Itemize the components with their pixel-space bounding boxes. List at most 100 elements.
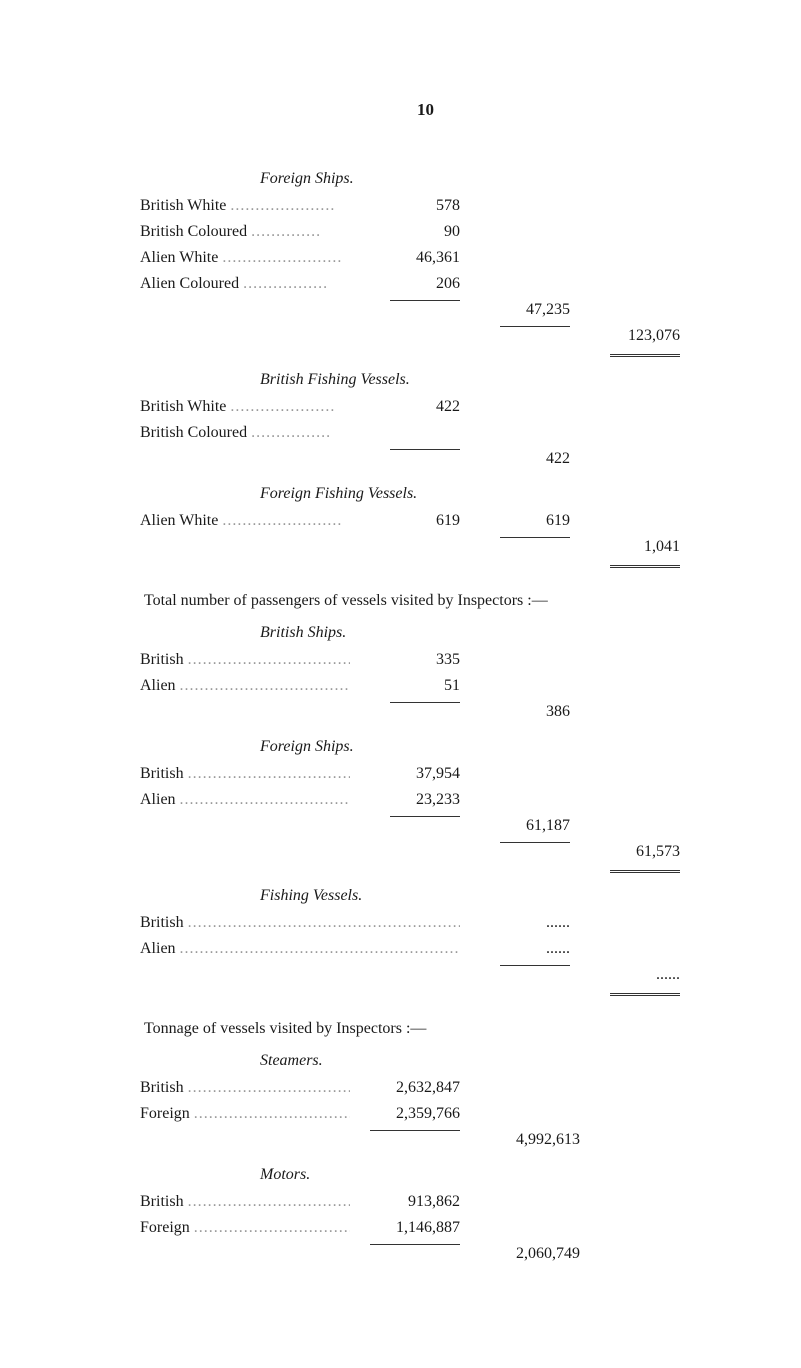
row-value: 51 [350, 674, 460, 698]
rule-row [140, 866, 711, 873]
subtotal-row: 4,992,613 [140, 1128, 711, 1152]
row-label: Foreign [140, 1219, 190, 1236]
row-label: Alien White [140, 249, 218, 266]
leader-dots: ..................... [230, 197, 335, 214]
row-item: British ................................… [140, 762, 711, 786]
rule [370, 1244, 460, 1245]
rule-double [610, 870, 680, 873]
row-value: 90 [350, 220, 460, 244]
leader-dots: ........................ [222, 249, 342, 266]
row-label: British White [140, 398, 226, 415]
row-label: Alien White [140, 512, 218, 529]
rule [500, 965, 570, 966]
rule [500, 326, 570, 327]
row-label: Alien [140, 940, 176, 957]
row-value: 206 [350, 272, 460, 296]
leader-dots: ................................ [194, 1105, 350, 1122]
row-item: Alien ..................................… [140, 937, 711, 961]
heading-motors: Motors. [260, 1166, 711, 1184]
leader-dots: ........................ [222, 512, 342, 529]
heading-foreign-ships-2: Foreign Ships. [260, 738, 711, 756]
row-item: Foreign ................................… [140, 1102, 711, 1126]
row-value: 422 [350, 395, 460, 419]
row-value: 913,862 [350, 1190, 460, 1214]
row-label: Alien Coloured [140, 275, 239, 292]
subtotal-value: 47,235 [460, 298, 570, 322]
total-value: 61,573 [570, 840, 680, 864]
heading-british-fishing: British Fishing Vessels. [260, 371, 711, 389]
row-value: 335 [350, 648, 460, 672]
row-value: 46,361 [350, 246, 460, 270]
row-item: British ................................… [140, 1076, 711, 1100]
row-label: British [140, 651, 184, 668]
row-label: British [140, 914, 184, 931]
rule [390, 300, 460, 301]
subtotal-row: 2,060,749 [140, 1242, 711, 1266]
row-value: 23,233 [350, 788, 460, 812]
row-label: British [140, 1193, 184, 1210]
leader-dots: .............. [251, 223, 321, 240]
row-item: British White ..................... 422 [140, 395, 711, 419]
row-value: ...... [460, 911, 570, 935]
total-row: 1,041 [140, 535, 711, 559]
subtotal-row: 47,235 [140, 298, 711, 322]
paragraph-passengers: Total number of passengers of vessels vi… [144, 592, 711, 610]
subtotal-value: 386 [460, 700, 570, 724]
leader-dots: ................................ [194, 1219, 350, 1236]
rule [390, 702, 460, 703]
blank-dots: ...... [570, 963, 680, 987]
total-value: 1,041 [570, 535, 680, 559]
row-item: British Coloured .............. 90 [140, 220, 711, 244]
leader-dots: ................. [243, 275, 328, 292]
leader-dots: ........................................… [188, 914, 460, 931]
row-item: Foreign ................................… [140, 1216, 711, 1240]
rule-row [140, 350, 711, 357]
row-value: ...... [460, 937, 570, 961]
leader-dots: ........................................… [180, 677, 350, 694]
rule [370, 1130, 460, 1131]
row-value: 37,954 [350, 762, 460, 786]
rule [500, 537, 570, 538]
row-label: British [140, 765, 184, 782]
leader-dots: ........................................… [180, 791, 350, 808]
heading-british-ships: British Ships. [260, 624, 711, 642]
rule-row [140, 561, 711, 568]
row-item: Alien ..................................… [140, 788, 711, 812]
rule-row: ...... [140, 963, 711, 987]
leader-dots: ..................... [230, 398, 335, 415]
leader-dots: ................ [251, 424, 331, 441]
rule [390, 816, 460, 817]
row-label: Alien [140, 791, 176, 808]
page-number: 10 [140, 100, 711, 120]
row-item: Alien ..................................… [140, 674, 711, 698]
total-row: 61,573 [140, 840, 711, 864]
rule [390, 449, 460, 450]
rule-row [140, 989, 711, 996]
total-row: 123,076 [140, 324, 711, 348]
row-item: British ................................… [140, 1190, 711, 1214]
row-value [350, 421, 460, 445]
paragraph-tonnage: Tonnage of vessels visited by Inspectors… [144, 1020, 711, 1038]
row-value: 2,359,766 [350, 1102, 460, 1126]
heading-foreign-fishing: Foreign Fishing Vessels. [260, 485, 711, 503]
leader-dots: ..................................... [188, 765, 350, 782]
row-item: British ................................… [140, 911, 711, 935]
subtotal-value: 422 [460, 447, 570, 471]
subtotal-row: 422 [140, 447, 711, 471]
subtotal-row: 386 [140, 700, 711, 724]
row-label: Foreign [140, 1105, 190, 1122]
subtotal-value: 2,060,749 [460, 1242, 580, 1266]
rule-double [610, 993, 680, 996]
row-item: British ................................… [140, 648, 711, 672]
row-item: Alien White ........................ 46,… [140, 246, 711, 270]
leader-dots: ..................................... [188, 1079, 350, 1096]
row-value: 619 [350, 509, 460, 533]
subtotal-value: 61,187 [460, 814, 570, 838]
leader-dots: ........................................… [180, 940, 460, 957]
row-item: British Coloured ................ [140, 421, 711, 445]
leader-dots: ..................................... [188, 1193, 350, 1210]
leader-dots: ..................................... [188, 651, 350, 668]
row-label: British Coloured [140, 424, 247, 441]
total-value: 123,076 [570, 324, 680, 348]
row-value: 2,632,847 [350, 1076, 460, 1100]
